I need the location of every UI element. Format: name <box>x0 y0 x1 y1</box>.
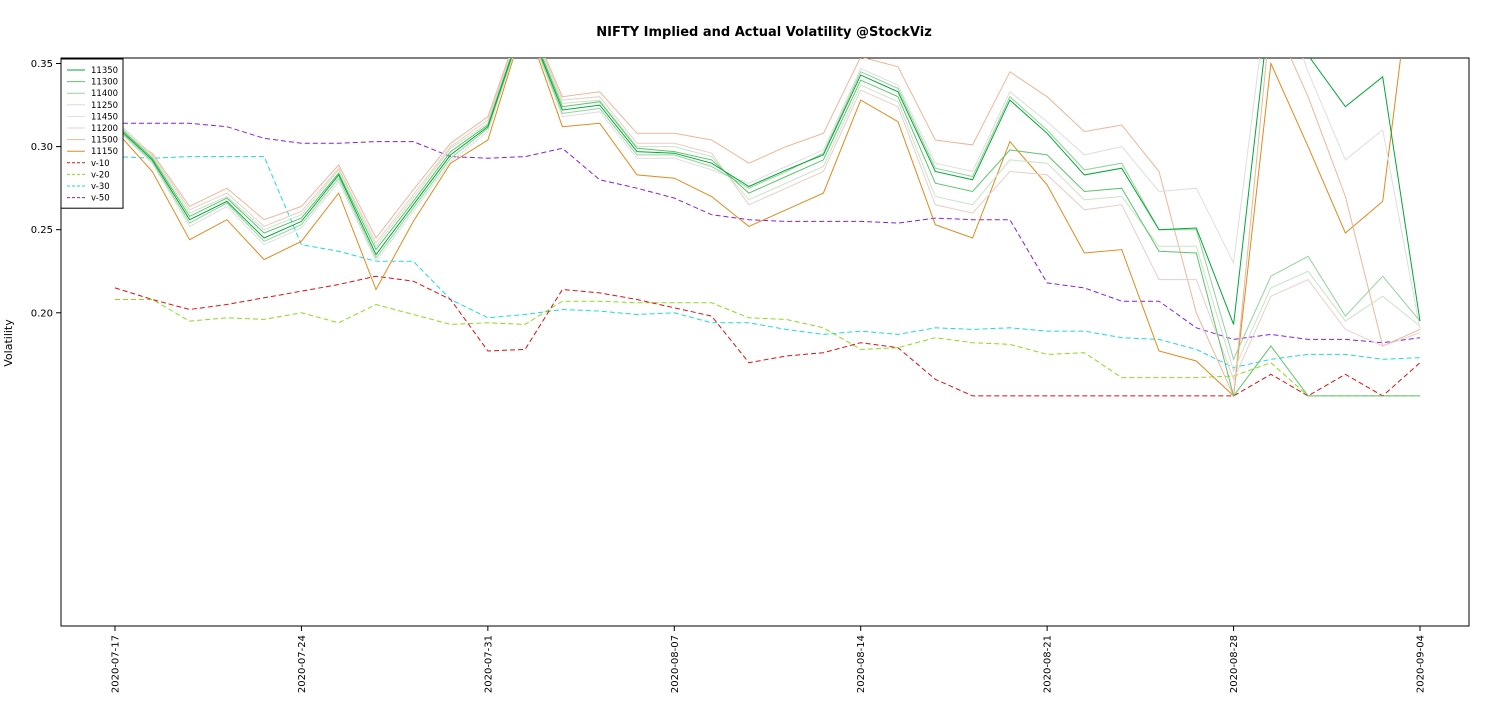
legend-label: 11200 <box>91 124 118 134</box>
legend-label: v-10 <box>91 159 110 169</box>
legend-label: v-30 <box>91 182 110 192</box>
series-line-11500 <box>114 58 1421 398</box>
x-tick-label: 2020-08-28 <box>1229 635 1240 693</box>
series-line-11400 <box>114 58 1421 361</box>
legend-box <box>60 58 124 209</box>
x-tick-label: 2020-07-31 <box>483 635 494 693</box>
series-line-11450 <box>114 58 1421 330</box>
series-line-11150 <box>114 58 1402 397</box>
series-line-11200 <box>114 58 1421 381</box>
x-tick-label: 2020-08-14 <box>856 635 867 693</box>
x-tick-label: 2020-07-24 <box>297 635 308 693</box>
chart-title: NIFTY Implied and Actual Volatility @Sto… <box>596 25 932 40</box>
legend-label: v-20 <box>91 170 110 180</box>
y-axis: 0.200.250.300.350.400.450.50 <box>31 59 61 319</box>
legend-label: 11450 <box>91 112 118 122</box>
series-layer <box>114 58 1421 398</box>
legend-label: 11150 <box>91 147 118 157</box>
y-axis-label: Volatility <box>2 319 15 367</box>
series-line-11350 <box>114 58 1421 325</box>
legend-label: 11350 <box>91 66 118 76</box>
x-tick-label: 2020-08-21 <box>1043 635 1054 693</box>
legend-label: 11500 <box>91 136 118 146</box>
series-line-v-30 <box>114 156 1421 369</box>
legend-label: 11300 <box>91 78 118 88</box>
series-line-11300 <box>114 58 1420 398</box>
x-tick-label: 2020-08-07 <box>670 635 681 693</box>
plot-frame <box>60 57 1470 627</box>
legend-label: 11250 <box>91 101 118 111</box>
series-line-v-20 <box>115 299 1420 397</box>
y-tick-label: 0.35 <box>31 59 53 70</box>
x-tick-label: 2020-09-04 <box>1416 635 1427 693</box>
series-line-v-10 <box>114 275 1421 397</box>
series-line-v-50 <box>115 122 1421 344</box>
y-tick-label: 0.25 <box>31 225 53 236</box>
series-line-11250 <box>114 58 1421 373</box>
x-axis: 2020-07-17 2020-07-24 2020-07-31 2020-08-07… <box>111 626 1427 693</box>
legend-label: 11400 <box>91 89 118 99</box>
y-tick-label: 0.20 <box>31 308 53 319</box>
y-tick-label: 0.30 <box>31 142 53 153</box>
x-tick-label: 2020-07-17 <box>111 635 122 693</box>
legend-label: v-50 <box>91 194 110 204</box>
